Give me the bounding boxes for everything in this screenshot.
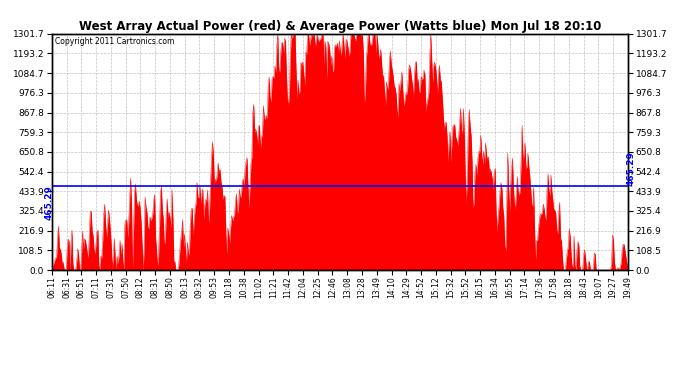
Title: West Array Actual Power (red) & Average Power (Watts blue) Mon Jul 18 20:10: West Array Actual Power (red) & Average … (79, 20, 601, 33)
Text: 465.29: 465.29 (44, 186, 53, 220)
Text: 465.29: 465.29 (627, 151, 635, 186)
Text: Copyright 2011 Cartronics.com: Copyright 2011 Cartronics.com (55, 37, 174, 46)
